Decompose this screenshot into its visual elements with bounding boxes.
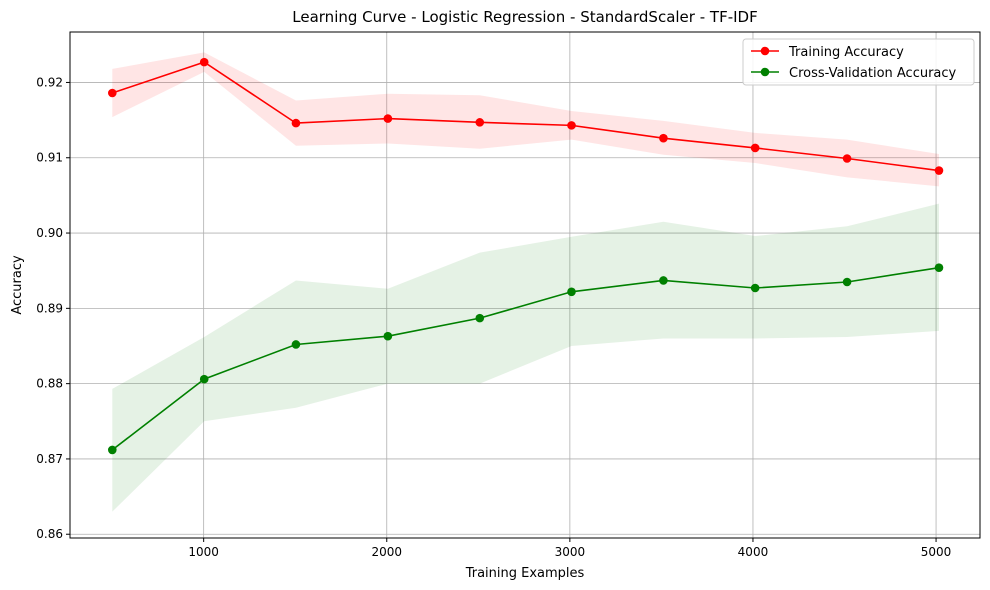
series-1-point bbox=[199, 374, 209, 384]
series-0-point bbox=[383, 114, 393, 123]
series-0-point bbox=[750, 143, 760, 153]
legend-label-1: Cross-Validation Accuracy bbox=[789, 66, 957, 81]
y-tick-label: 0.89 bbox=[36, 301, 63, 315]
legend-box bbox=[742, 38, 975, 86]
series-0-point bbox=[199, 57, 209, 67]
series-1-point bbox=[934, 263, 944, 272]
x-tick-label: 3000 bbox=[555, 545, 586, 559]
series-0-point bbox=[291, 118, 301, 128]
series-0-point bbox=[842, 154, 852, 163]
chart-title: Learning Curve - Logistic Regression - S… bbox=[292, 8, 757, 26]
series-1-point bbox=[383, 331, 393, 341]
legend-marker-0 bbox=[760, 46, 770, 56]
series-1-point bbox=[567, 287, 576, 297]
y-tick-label: 0.88 bbox=[36, 377, 63, 391]
series-1-confidence-band bbox=[112, 203, 939, 512]
series-1-point bbox=[659, 276, 668, 285]
series-0-point bbox=[934, 166, 944, 175]
y-tick-label: 0.91 bbox=[36, 151, 63, 165]
series-0-line bbox=[112, 61, 940, 172]
x-axis-label: Training Examples bbox=[465, 566, 585, 581]
series-1-point bbox=[475, 313, 485, 323]
series-1-point bbox=[750, 283, 760, 293]
plot-area: 1000 2000 3000 4000 5000 0.86 0.87 0.88 0.89 0.90… bbox=[36, 31, 981, 559]
y-tick-label: 0.90 bbox=[36, 226, 63, 240]
series-1-line bbox=[111, 266, 940, 451]
legend-marker-1 bbox=[760, 67, 770, 77]
series-0-point bbox=[107, 88, 117, 98]
series-0-point bbox=[475, 118, 485, 127]
series-1-point bbox=[842, 277, 852, 287]
series-0-point bbox=[567, 121, 576, 130]
y-tick-label: 0.92 bbox=[36, 75, 63, 89]
series-0-point bbox=[659, 133, 668, 143]
x-tick-label: 5000 bbox=[921, 545, 952, 559]
x-tick-label: 1000 bbox=[188, 545, 219, 559]
series-1-point bbox=[107, 445, 117, 455]
series-1-point bbox=[291, 340, 301, 349]
legend: Training Accuracy Cross-Validation Accura… bbox=[742, 38, 975, 86]
axes-frame bbox=[69, 31, 981, 539]
y-tick-label: 0.87 bbox=[36, 452, 63, 466]
x-tick-label: 2000 bbox=[371, 545, 402, 559]
legend-label-0: Training Accuracy bbox=[788, 45, 904, 60]
y-axis-label: Accuracy bbox=[10, 255, 25, 315]
x-tick-label: 4000 bbox=[738, 545, 769, 559]
series-0-confidence-band bbox=[112, 52, 939, 187]
y-tick-label: 0.86 bbox=[36, 527, 63, 541]
